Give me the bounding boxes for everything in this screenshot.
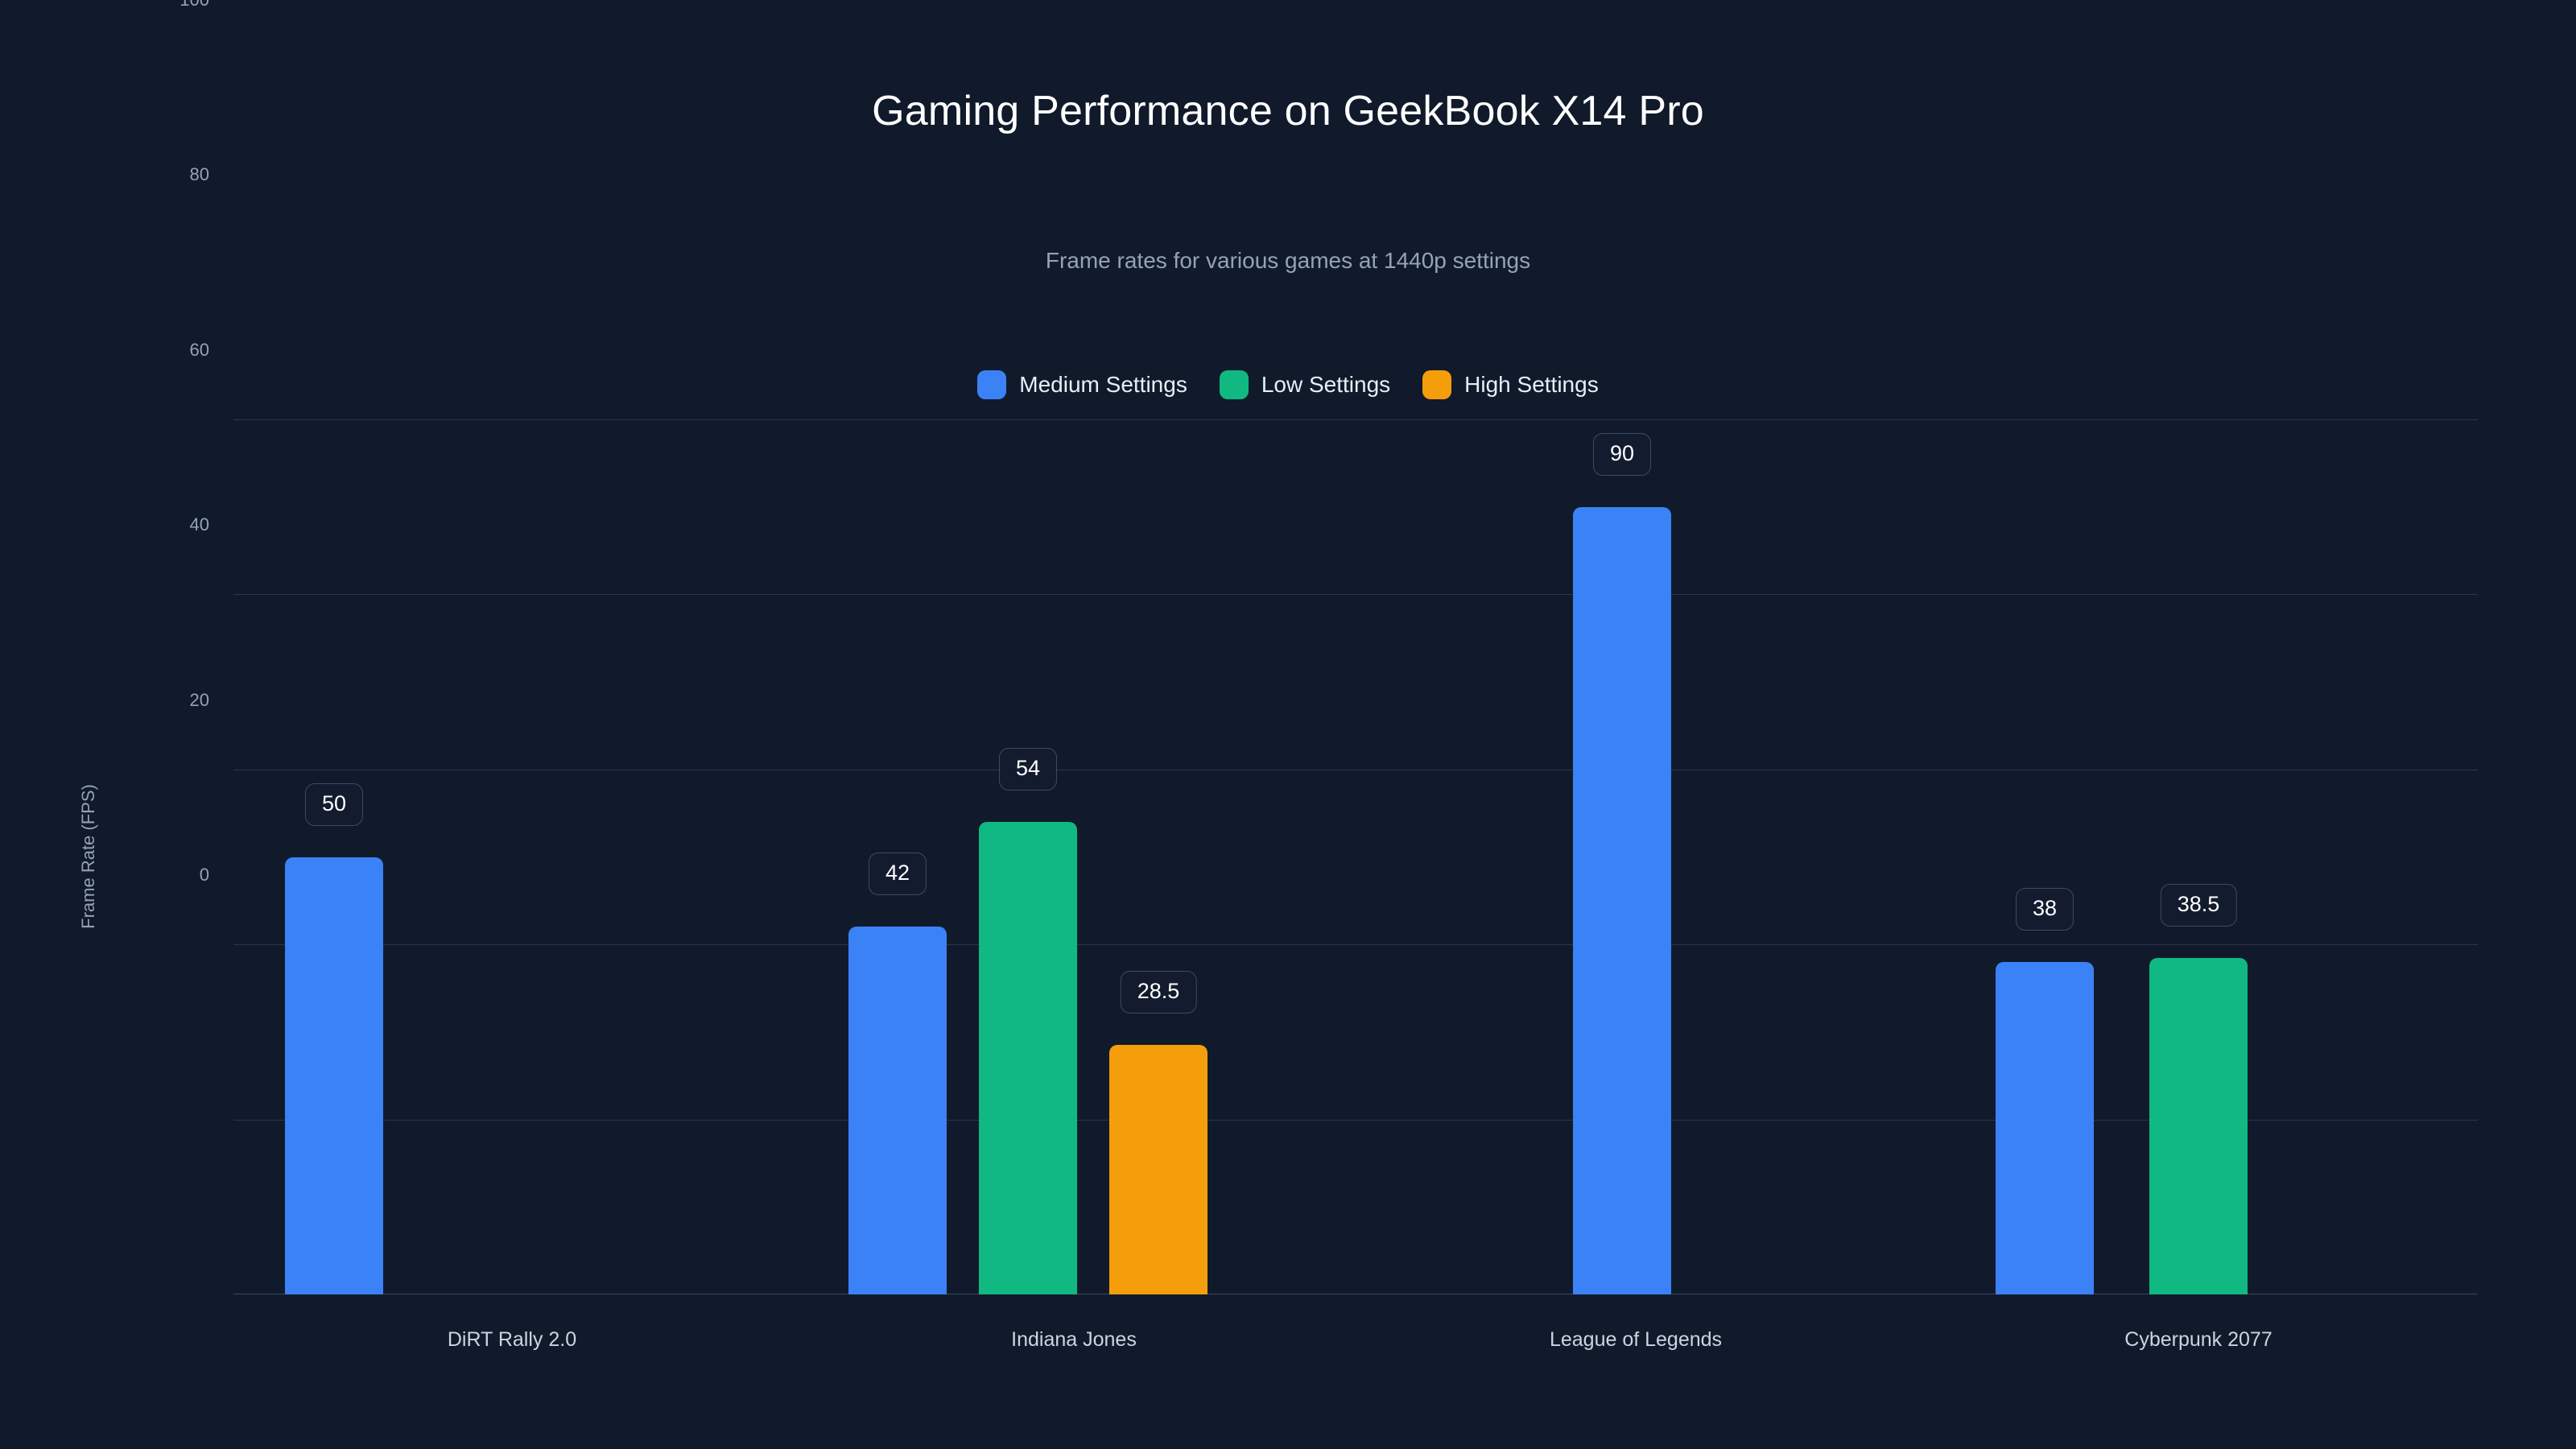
bar-value-label: 42	[868, 852, 927, 896]
gridline	[233, 1119, 2478, 1121]
y-axis-tick-label: 100	[137, 0, 209, 10]
y-axis-tick-label: 0	[199, 865, 209, 885]
x-axis-category-label: League of Legends	[1549, 1328, 1723, 1351]
x-axis-category-label: DiRT Rally 2.0	[447, 1328, 577, 1351]
bar[interactable]	[1996, 961, 2094, 1294]
legend-item[interactable]: High Settings	[1422, 370, 1599, 399]
y-axis-tick-label: 60	[189, 339, 209, 360]
bar[interactable]	[285, 857, 383, 1294]
bar[interactable]	[1109, 1045, 1208, 1294]
bar[interactable]	[2149, 957, 2248, 1294]
plot-area	[233, 419, 2478, 1294]
legend-swatch-icon	[1422, 370, 1452, 399]
bar[interactable]	[1573, 506, 1671, 1294]
bar[interactable]	[979, 822, 1077, 1294]
legend-item[interactable]: Medium Settings	[977, 370, 1187, 399]
legend-item-label: High Settings	[1464, 372, 1599, 397]
y-axis-tick-label: 20	[189, 689, 209, 710]
gridline	[233, 944, 2478, 946]
y-axis-title: Frame Rate (FPS)	[78, 784, 98, 929]
gridline	[233, 419, 2478, 420]
y-axis-tick-label: 80	[189, 164, 209, 185]
bar-value-label: 28.5	[1120, 971, 1197, 1014]
bar-value-label: 38.5	[2160, 883, 2237, 927]
chart-title: Gaming Performance on GeekBook X14 Pro	[872, 88, 1704, 134]
legend-item-label: Low Settings	[1261, 372, 1391, 397]
chart-legend: Medium Settings Low Settings High Settings	[0, 370, 2576, 399]
bar-value-label: 54	[998, 748, 1058, 791]
bar-value-label: 90	[1592, 432, 1652, 476]
x-axis-category-label: Cyberpunk 2077	[2124, 1328, 2273, 1351]
chart-subtitle: Frame rates for various games at 1440p s…	[1045, 248, 1531, 273]
y-axis-tick-label: 40	[189, 514, 209, 535]
bar[interactable]	[848, 927, 947, 1294]
x-axis-category-label: Indiana Jones	[1011, 1328, 1137, 1351]
legend-swatch-icon	[1219, 370, 1249, 399]
gridline	[233, 594, 2478, 596]
bar-value-label: 50	[304, 782, 364, 826]
legend-item-label: Medium Settings	[1019, 372, 1187, 397]
legend-swatch-icon	[977, 370, 1007, 399]
legend-item[interactable]: Low Settings	[1219, 370, 1391, 399]
bar-value-label: 38	[2015, 887, 2074, 931]
